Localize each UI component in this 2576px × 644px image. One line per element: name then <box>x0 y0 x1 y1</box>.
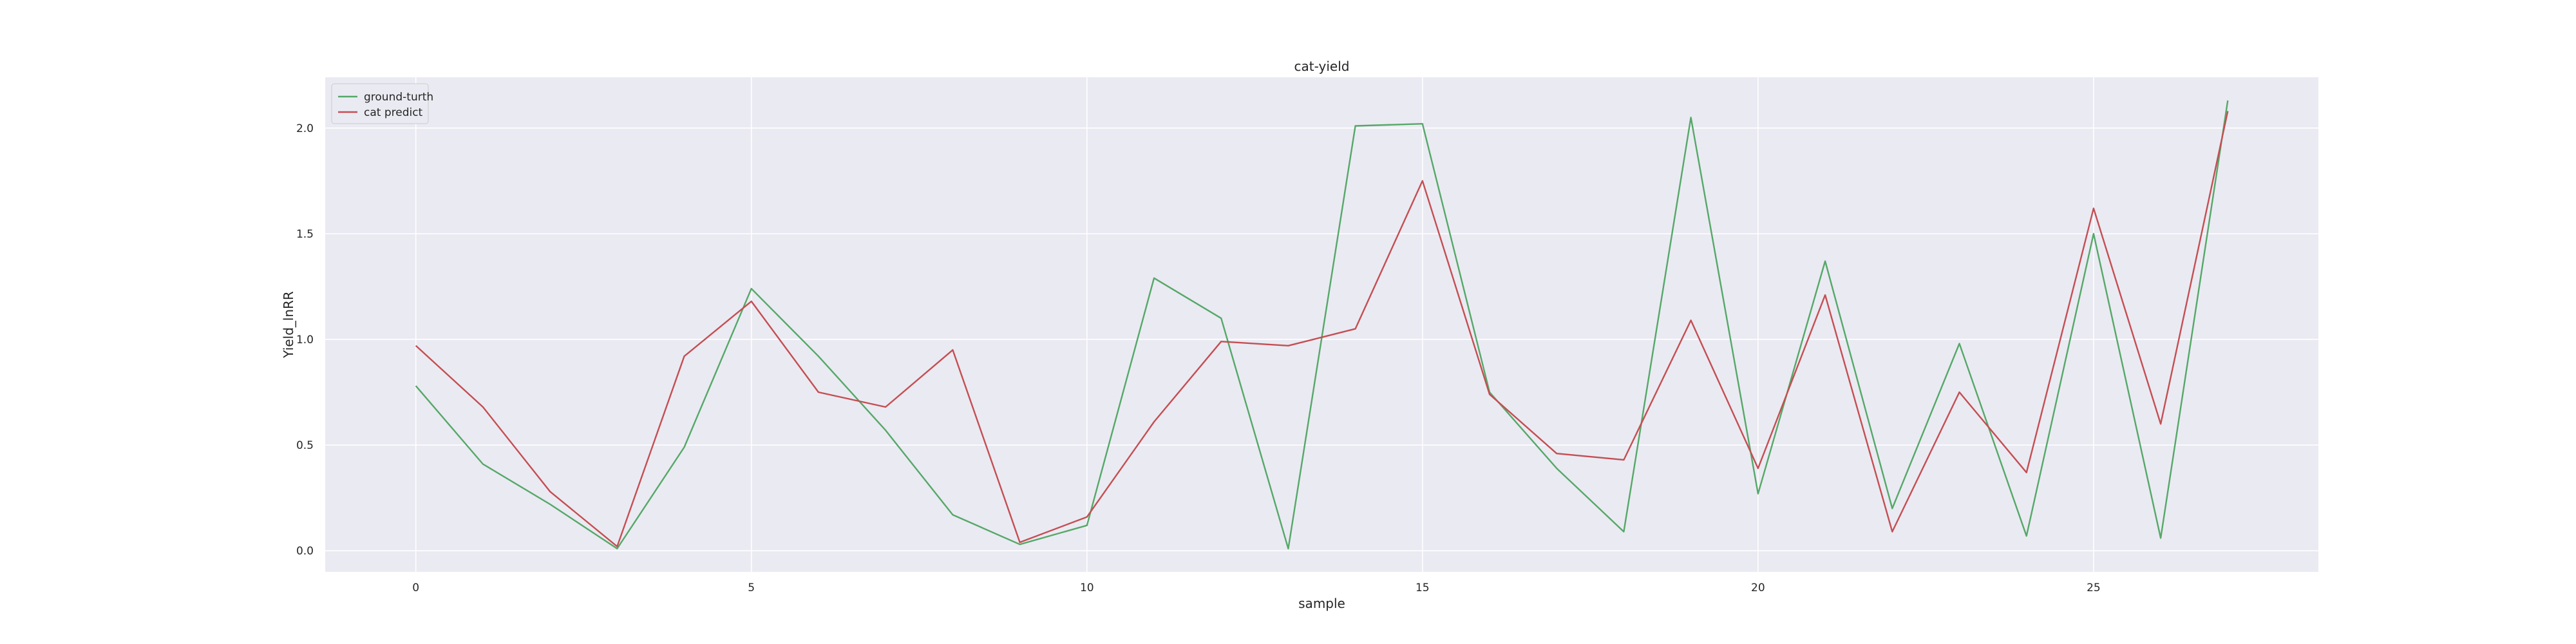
plot-area <box>325 77 2318 572</box>
y-tick-label: 2.0 <box>296 122 314 135</box>
y-tick-label: 0.5 <box>296 439 314 452</box>
chart-title: cat-yield <box>1294 59 1350 74</box>
x-tick-label: 15 <box>1416 582 1430 594</box>
legend-label: cat predict <box>364 106 423 119</box>
legend-box <box>331 83 429 124</box>
legend-label: ground-turth <box>364 91 433 104</box>
legend: ground-turth cat predict <box>331 83 433 124</box>
tick-labels: 0 5 10 15 20 25 0.0 0.5 1.0 1.5 2.0 <box>296 122 2101 594</box>
x-tick-label: 10 <box>1080 582 1094 594</box>
series-line-cat-predict <box>415 111 2229 547</box>
y-tick-label: 1.5 <box>296 228 314 241</box>
x-tick-label: 5 <box>748 582 755 594</box>
series-lines <box>415 100 2229 550</box>
y-tick-label: 1.0 <box>296 334 314 346</box>
x-tick-label: 0 <box>412 582 419 594</box>
y-tick-label: 0.0 <box>296 545 314 558</box>
y-axis-title: Yield_lnRR <box>281 291 296 359</box>
x-tick-label: 25 <box>2087 582 2101 594</box>
x-axis-title: sample <box>1298 596 1345 611</box>
x-tick-label: 20 <box>1751 582 1765 594</box>
